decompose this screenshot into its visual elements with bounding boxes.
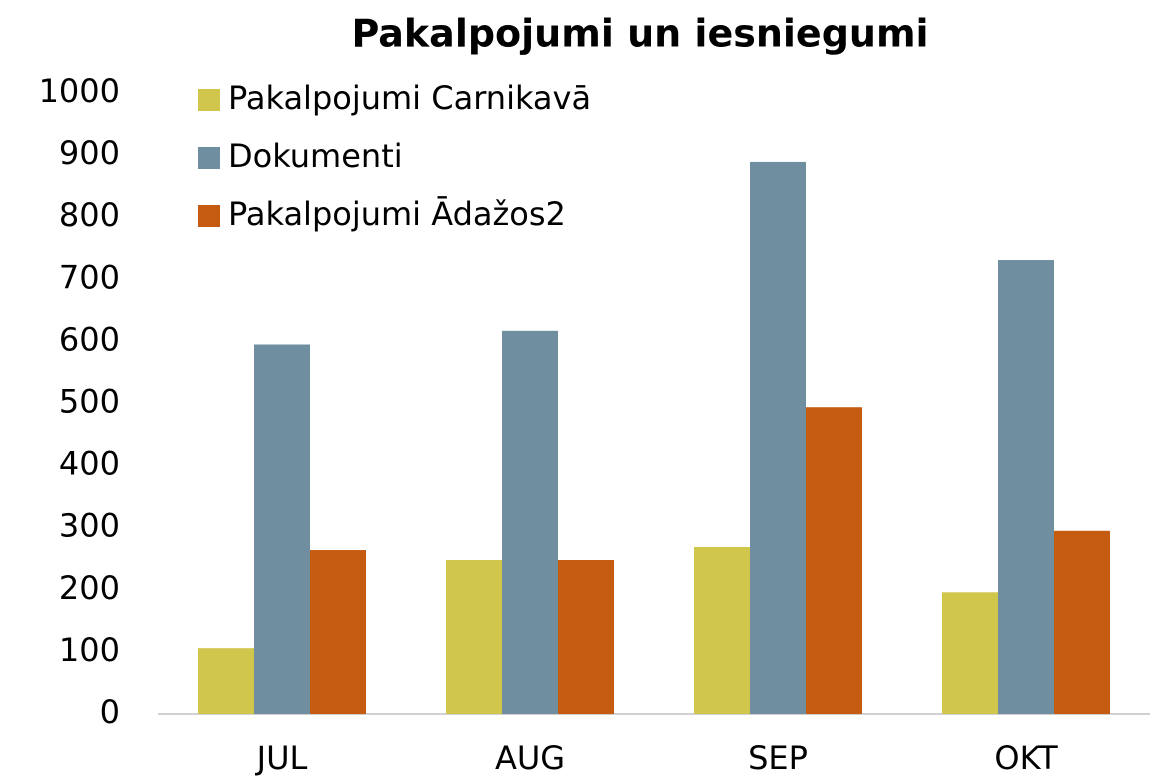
bar [942,592,998,714]
bar [750,161,806,714]
y-tick-label: 200 [59,569,120,607]
y-tick-label: 500 [59,383,120,421]
bar [502,330,558,714]
legend-label: Pakalpojumi Ādažos2 [228,195,566,233]
y-tick-label: 700 [59,258,120,296]
x-tick-label: OKT [994,739,1058,777]
legend-swatch [198,147,220,169]
bar [998,260,1054,714]
y-tick-label: 1000 [39,72,120,110]
bar [254,344,310,714]
bar [310,550,366,714]
bar [558,559,614,714]
y-tick-label: 100 [59,631,120,669]
y-tick-label: 400 [59,445,120,483]
chart-title: Pakalpojumi un iesniegumi [351,12,928,56]
legend-swatch [198,89,220,111]
legend-label: Dokumenti [228,137,403,175]
legend-swatch [198,205,220,227]
bar [1054,530,1110,714]
y-tick-label: 600 [59,320,120,358]
legend-label: Pakalpojumi Carnikavā [228,79,591,117]
y-tick-label: 0 [100,693,120,731]
y-tick-label: 300 [59,507,120,545]
y-tick-label: 800 [59,196,120,234]
y-tick-label: 900 [59,134,120,172]
bar [198,648,254,714]
x-tick-label: AUG [495,739,565,777]
bar [694,546,750,714]
x-tick-label: JUL [255,739,308,777]
bar [806,407,862,714]
bar [446,559,502,714]
x-tick-label: SEP [748,739,808,777]
